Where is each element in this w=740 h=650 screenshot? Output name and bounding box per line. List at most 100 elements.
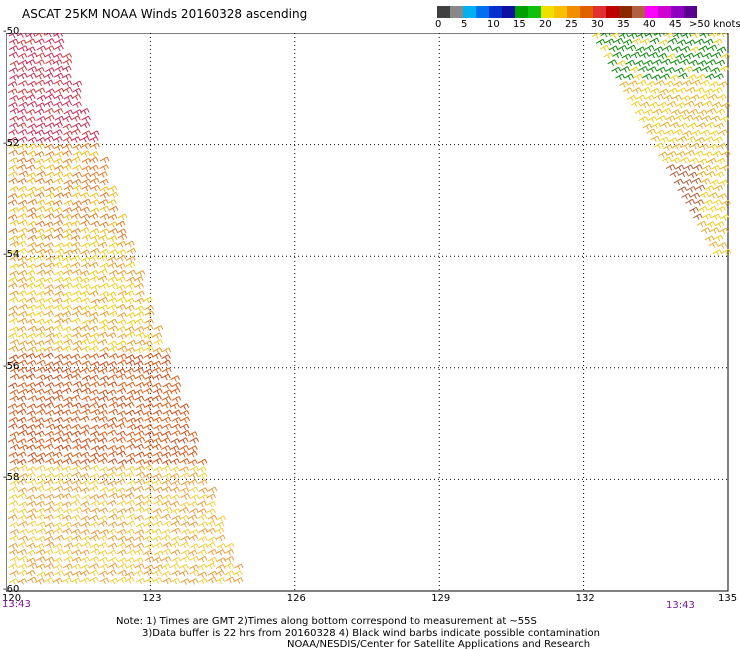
wind-barb: [170, 375, 181, 382]
wind-barb: [34, 543, 45, 550]
wind-barb: [665, 164, 676, 171]
wind-barb: [687, 171, 698, 179]
wind-barb: [79, 429, 90, 437]
wind-barb: [44, 289, 54, 297]
wind-barb: [719, 214, 730, 221]
wind-barb: [171, 382, 182, 389]
wind-barb: [18, 555, 29, 563]
wind-barb: [35, 318, 46, 325]
wind-barb: [707, 44, 718, 52]
wind-barb: [691, 79, 701, 87]
wind-barb: [718, 227, 729, 235]
wind-barb: [89, 353, 100, 360]
wind-barb: [53, 367, 63, 374]
wind-barb: [678, 170, 689, 178]
wind-barb: [62, 528, 72, 535]
wind-barb: [18, 528, 29, 536]
wind-barb: [658, 39, 669, 46]
wind-barb: [135, 374, 145, 381]
color-scale-tick-label: 40: [643, 19, 656, 30]
wind-barb: [54, 534, 65, 542]
wind-barb: [662, 94, 673, 102]
color-scale-max-label: >50 knots: [689, 19, 740, 30]
wind-barb: [636, 33, 647, 39]
wind-barb: [207, 556, 218, 564]
wind-barb: [715, 59, 726, 67]
wind-barb: [666, 150, 677, 158]
wind-barb: [710, 115, 721, 122]
wind-barb: [88, 485, 99, 493]
wind-barb: [170, 402, 180, 410]
wind-barb: [44, 529, 55, 536]
wind-barb: [27, 416, 38, 423]
wind-barb: [694, 199, 704, 206]
wind-barb: [692, 66, 703, 74]
wind-barb: [689, 206, 699, 214]
wind-barb: [134, 395, 145, 403]
wind-barb: [681, 143, 691, 150]
wind-barb: [197, 458, 208, 466]
wind-barb: [224, 556, 235, 563]
wind-barb: [116, 319, 127, 326]
wind-barb: [18, 101, 29, 109]
wind-barb: [72, 80, 83, 88]
wind-barb: [17, 563, 28, 570]
wind-barb: [144, 430, 155, 438]
wind-barb: [716, 46, 727, 54]
wind-barb: [17, 366, 28, 374]
wind-barb: [18, 464, 28, 472]
wind-barb: [81, 157, 92, 165]
wind-barb: [45, 396, 56, 403]
wind-barb: [53, 403, 64, 410]
wind-barb: [108, 562, 118, 570]
wind-barb: [133, 569, 144, 577]
wind-barb: [106, 332, 117, 339]
wind-barb: [53, 227, 64, 234]
wind-barb: [43, 100, 54, 108]
wind-barb: [89, 465, 100, 472]
wind-barb: [17, 185, 28, 193]
wind-barb: [672, 33, 683, 39]
wind-barb: [71, 332, 82, 339]
wind-barb: [710, 67, 721, 74]
latitude-label: -54: [3, 249, 20, 261]
wind-barb: [134, 417, 144, 424]
wind-barb: [71, 359, 82, 367]
color-scale-swatch: [554, 6, 567, 18]
wind-barb: [720, 52, 731, 60]
wind-barb: [53, 360, 64, 367]
wind-barb: [124, 304, 135, 312]
wind-barb: [708, 143, 718, 151]
wind-barb: [170, 486, 180, 494]
wind-barb: [35, 444, 45, 451]
wind-barb: [17, 438, 27, 445]
wind-barb: [117, 233, 128, 241]
wind-barb: [7, 88, 18, 95]
wind-barb: [89, 402, 100, 409]
wind-barb: [8, 276, 18, 284]
wind-barb: [715, 108, 726, 116]
wind-barb: [716, 206, 726, 213]
wind-barb: [161, 570, 171, 578]
wind-barb: [9, 107, 20, 115]
wind-barb: [71, 409, 82, 416]
wind-barb: [79, 192, 90, 199]
wind-barb: [25, 94, 36, 101]
wind-barb: [43, 417, 54, 424]
wind-barb: [622, 39, 633, 46]
wind-barb: [630, 100, 641, 108]
wind-barb: [179, 506, 189, 514]
wind-barb: [678, 72, 688, 80]
wind-barb: [179, 541, 190, 549]
wind-barb: [612, 51, 623, 59]
wind-barb: [653, 93, 664, 101]
wind-barb: [45, 33, 55, 38]
wind-barb: [707, 205, 717, 213]
wind-barb: [63, 417, 73, 424]
wind-barb: [189, 437, 200, 444]
wind-barb: [18, 170, 29, 178]
wind-barb: [187, 514, 198, 521]
wind-barb: [134, 548, 144, 556]
wind-barb: [134, 346, 145, 354]
wind-barb: [36, 170, 46, 178]
